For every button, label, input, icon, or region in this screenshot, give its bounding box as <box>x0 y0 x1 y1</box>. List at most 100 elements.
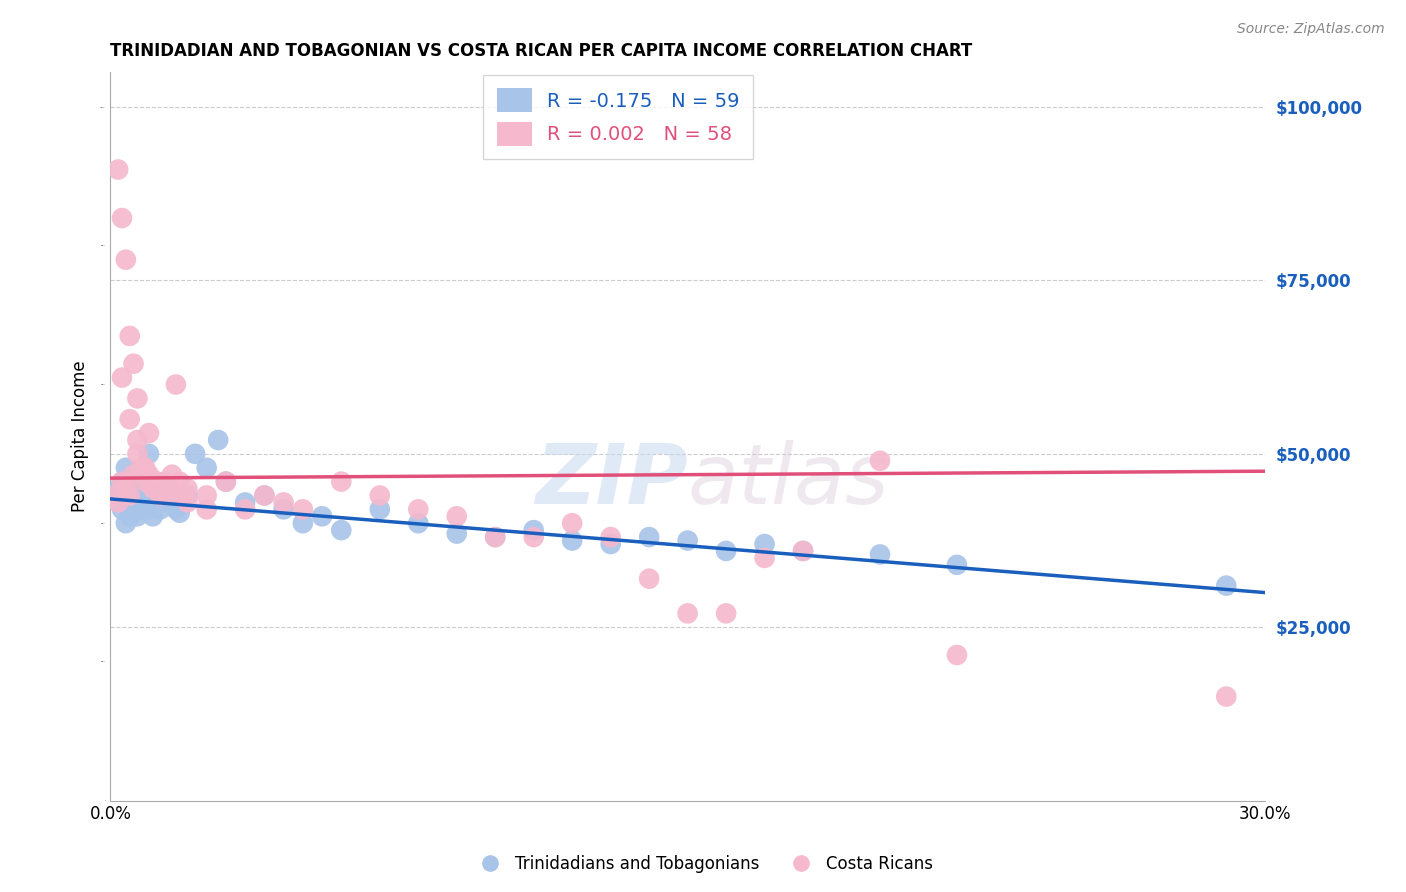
Point <box>115 482 138 496</box>
Point <box>145 475 167 489</box>
Point <box>129 482 152 496</box>
Point <box>157 495 180 509</box>
Point <box>103 488 125 502</box>
Point <box>792 544 814 558</box>
Legend: Trinidadians and Tobagonians, Costa Ricans: Trinidadians and Tobagonians, Costa Rica… <box>467 848 939 880</box>
Point <box>127 495 149 509</box>
Point <box>157 482 180 496</box>
Point <box>253 488 276 502</box>
Point <box>107 162 129 177</box>
Point <box>599 530 621 544</box>
Point <box>129 475 152 489</box>
Point <box>142 482 165 496</box>
Point <box>134 475 156 489</box>
Point <box>160 467 183 482</box>
Text: atlas: atlas <box>688 440 889 521</box>
Point <box>111 502 134 516</box>
Point <box>145 475 167 489</box>
Point <box>195 502 218 516</box>
Point <box>484 530 506 544</box>
Point <box>330 475 353 489</box>
Point <box>107 482 129 496</box>
Point <box>118 495 141 509</box>
Text: Source: ZipAtlas.com: Source: ZipAtlas.com <box>1237 22 1385 37</box>
Point <box>330 523 353 537</box>
Point <box>311 509 333 524</box>
Text: TRINIDADIAN AND TOBAGONIAN VS COSTA RICAN PER CAPITA INCOME CORRELATION CHART: TRINIDADIAN AND TOBAGONIAN VS COSTA RICA… <box>111 42 973 60</box>
Point <box>714 607 737 621</box>
Point <box>138 425 160 440</box>
Point <box>122 499 145 513</box>
Point <box>1215 690 1237 704</box>
Point <box>253 488 276 502</box>
Point <box>176 488 198 502</box>
Point <box>561 533 583 548</box>
Point <box>127 392 149 406</box>
Point <box>173 488 195 502</box>
Point <box>273 495 295 509</box>
Point <box>138 467 160 482</box>
Point <box>118 509 141 524</box>
Point <box>134 460 156 475</box>
Point <box>176 482 198 496</box>
Legend: R = -0.175   N = 59, R = 0.002   N = 58: R = -0.175 N = 59, R = 0.002 N = 58 <box>484 75 754 160</box>
Point <box>118 412 141 426</box>
Point <box>122 467 145 482</box>
Point <box>115 488 138 502</box>
Point <box>115 516 138 531</box>
Point <box>129 460 152 475</box>
Point <box>169 475 191 489</box>
Point <box>291 502 314 516</box>
Point <box>676 533 699 548</box>
Point <box>118 488 141 502</box>
Point <box>215 475 238 489</box>
Point <box>129 467 152 482</box>
Point <box>638 530 661 544</box>
Point <box>368 488 391 502</box>
Point <box>1215 579 1237 593</box>
Point <box>103 488 125 502</box>
Point <box>115 252 138 267</box>
Point <box>127 509 149 524</box>
Point <box>176 495 198 509</box>
Point <box>127 433 149 447</box>
Point <box>792 544 814 558</box>
Point <box>754 550 776 565</box>
Point <box>149 502 172 516</box>
Point <box>754 537 776 551</box>
Point <box>523 530 546 544</box>
Point <box>138 502 160 516</box>
Point <box>122 357 145 371</box>
Point <box>115 460 138 475</box>
Point <box>118 482 141 496</box>
Point <box>406 502 429 516</box>
Point <box>184 447 207 461</box>
Point <box>368 502 391 516</box>
Point <box>129 502 152 516</box>
Point <box>446 509 468 524</box>
Point <box>118 329 141 343</box>
Text: ZIP: ZIP <box>536 440 688 521</box>
Point <box>165 502 187 516</box>
Point <box>233 495 256 509</box>
Point <box>273 502 295 516</box>
Point <box>291 516 314 531</box>
Point <box>638 572 661 586</box>
Point <box>142 509 165 524</box>
Point <box>111 475 134 489</box>
Point <box>165 377 187 392</box>
Point <box>111 475 134 489</box>
Point <box>111 370 134 384</box>
Point <box>676 607 699 621</box>
Point <box>173 495 195 509</box>
Point <box>157 488 180 502</box>
Point <box>406 516 429 531</box>
Point <box>134 488 156 502</box>
Point <box>561 516 583 531</box>
Point <box>446 526 468 541</box>
Y-axis label: Per Capita Income: Per Capita Income <box>72 360 89 512</box>
Point <box>107 495 129 509</box>
Point <box>127 447 149 461</box>
Point <box>714 544 737 558</box>
Point <box>195 460 218 475</box>
